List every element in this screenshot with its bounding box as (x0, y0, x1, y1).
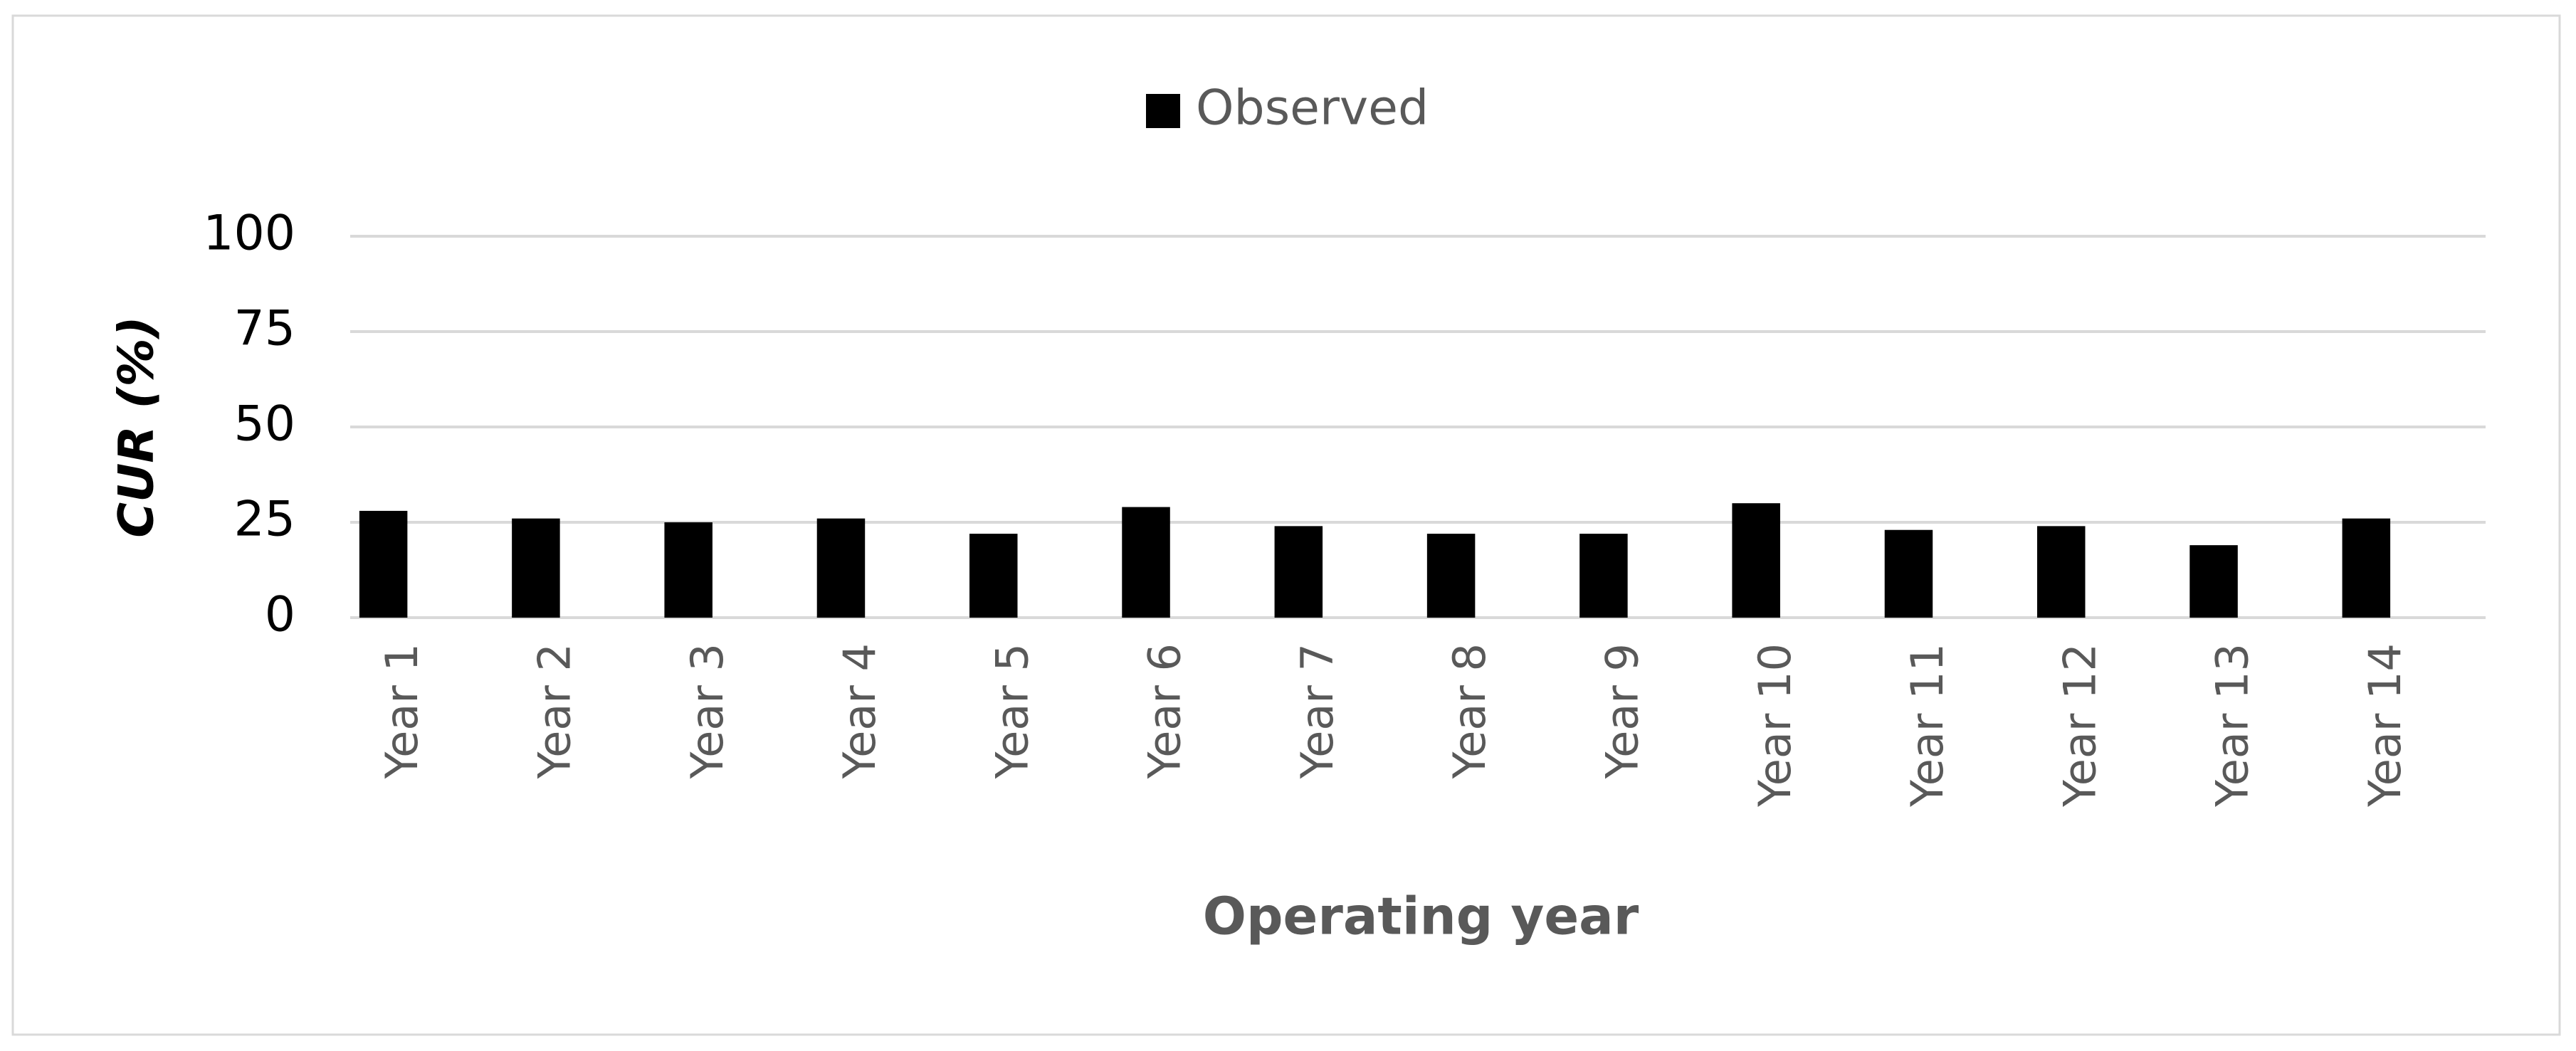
legend-swatch (1146, 94, 1180, 128)
bar (512, 518, 560, 618)
x-tick-label: Year 12 (2054, 643, 2106, 808)
x-tick-label: Year 9 (1597, 643, 1649, 779)
bar (1732, 503, 1780, 618)
x-tick-label: Year 8 (1444, 643, 1495, 779)
x-tick-label: Year 2 (529, 643, 581, 779)
y-tick-label: 50 (233, 396, 295, 453)
bar (1274, 526, 1323, 618)
bar (359, 510, 408, 618)
bar (969, 534, 1018, 618)
x-axis-title: Operating year (1203, 887, 1639, 946)
y-tick-label: 25 (233, 492, 295, 548)
y-tick-label: 0 (265, 587, 295, 643)
bar (816, 518, 866, 618)
bar (2342, 518, 2391, 618)
x-tick-label: Year 4 (834, 643, 885, 779)
x-tick-label: Year 14 (2359, 643, 2411, 808)
x-tick-label: Year 3 (681, 643, 733, 779)
x-tick-label: Year 13 (2207, 643, 2259, 808)
x-tick-label: Year 5 (986, 643, 1038, 779)
bar (2037, 526, 2086, 618)
legend-label: Observed (1196, 80, 1429, 137)
bar (1579, 534, 1628, 618)
bar (664, 522, 713, 618)
bar (1884, 529, 1933, 618)
bar (2189, 545, 2238, 618)
y-axis-title: CUR (%) (109, 316, 165, 537)
y-tick-label: 100 (203, 206, 295, 262)
bar (1426, 534, 1476, 618)
x-tick-label: Year 1 (376, 643, 428, 779)
x-tick-label: Year 7 (1291, 643, 1343, 779)
chart-border (11, 14, 2561, 1036)
y-tick-label: 75 (233, 301, 295, 357)
x-tick-label: Year 6 (1139, 643, 1191, 779)
bar (1122, 507, 1170, 618)
x-tick-label: Year 10 (1749, 643, 1801, 808)
x-tick-label: Year 11 (1901, 643, 1953, 808)
